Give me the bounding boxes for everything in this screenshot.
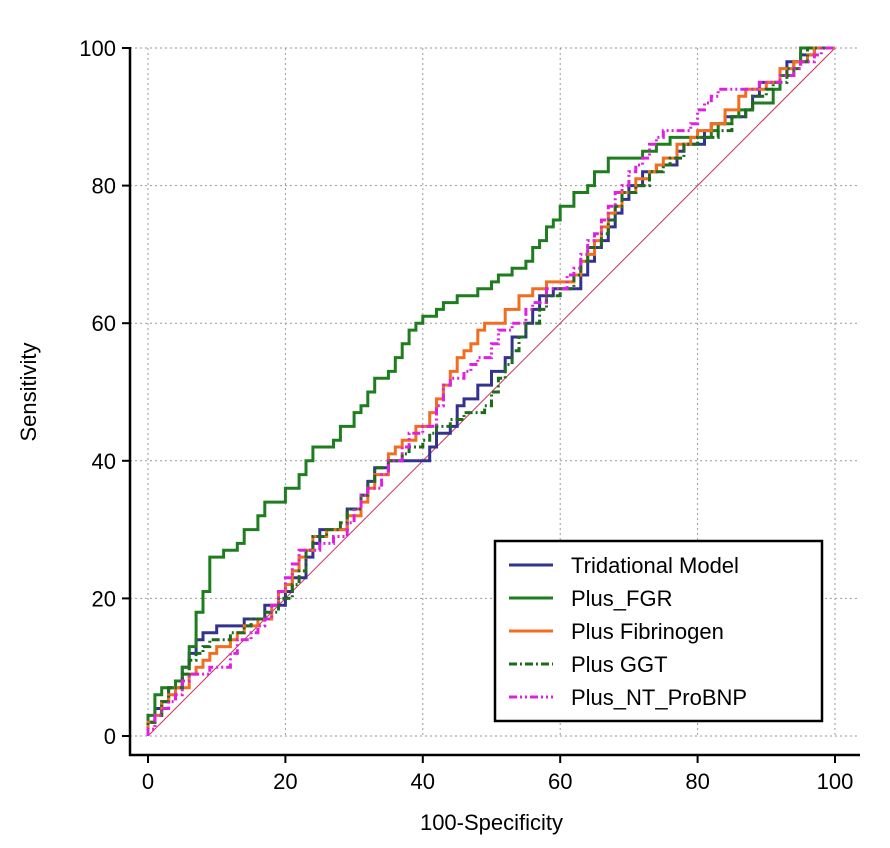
x-tick-label: 100 <box>817 769 854 794</box>
y-tick-label: 80 <box>92 174 116 199</box>
series-line-5 <box>146 46 835 736</box>
legend-label: Plus_FGR <box>571 586 672 611</box>
x-axis-title: 100-Specificity <box>420 810 563 835</box>
y-tick-label: 0 <box>104 724 116 749</box>
legend: Tridational Model Plus_FGR Plus Fibrinogen… <box>493 539 824 723</box>
series-line-4 <box>146 46 835 736</box>
x-tick-label: 60 <box>548 769 572 794</box>
x-tick-labels: 0 20 40 60 80 100 <box>142 755 853 794</box>
legend-label: Plus_NT_ProBNP <box>571 685 747 710</box>
x-tick-label: 0 <box>142 769 154 794</box>
series-line-2 <box>146 46 835 736</box>
y-tick-label: 20 <box>92 586 116 611</box>
reference-diagonal-line <box>147 47 836 737</box>
legend-label: Plus Fibrinogen <box>571 619 724 644</box>
y-tick-label: 60 <box>92 311 116 336</box>
legend-label: Plus GGT <box>571 652 668 677</box>
series-line-3 <box>146 46 835 736</box>
legend-label: Tridational Model <box>571 553 739 578</box>
axes <box>128 47 860 757</box>
series-layer <box>146 46 835 736</box>
x-tick-label: 40 <box>411 769 435 794</box>
y-tick-label: 40 <box>92 449 116 474</box>
x-tick-label: 80 <box>685 769 709 794</box>
y-axis-title: Sensitivity <box>16 342 41 441</box>
y-tick-labels: 0 20 40 60 80 100 <box>79 36 130 749</box>
y-tick-label: 100 <box>79 36 116 61</box>
x-tick-label: 20 <box>273 769 297 794</box>
